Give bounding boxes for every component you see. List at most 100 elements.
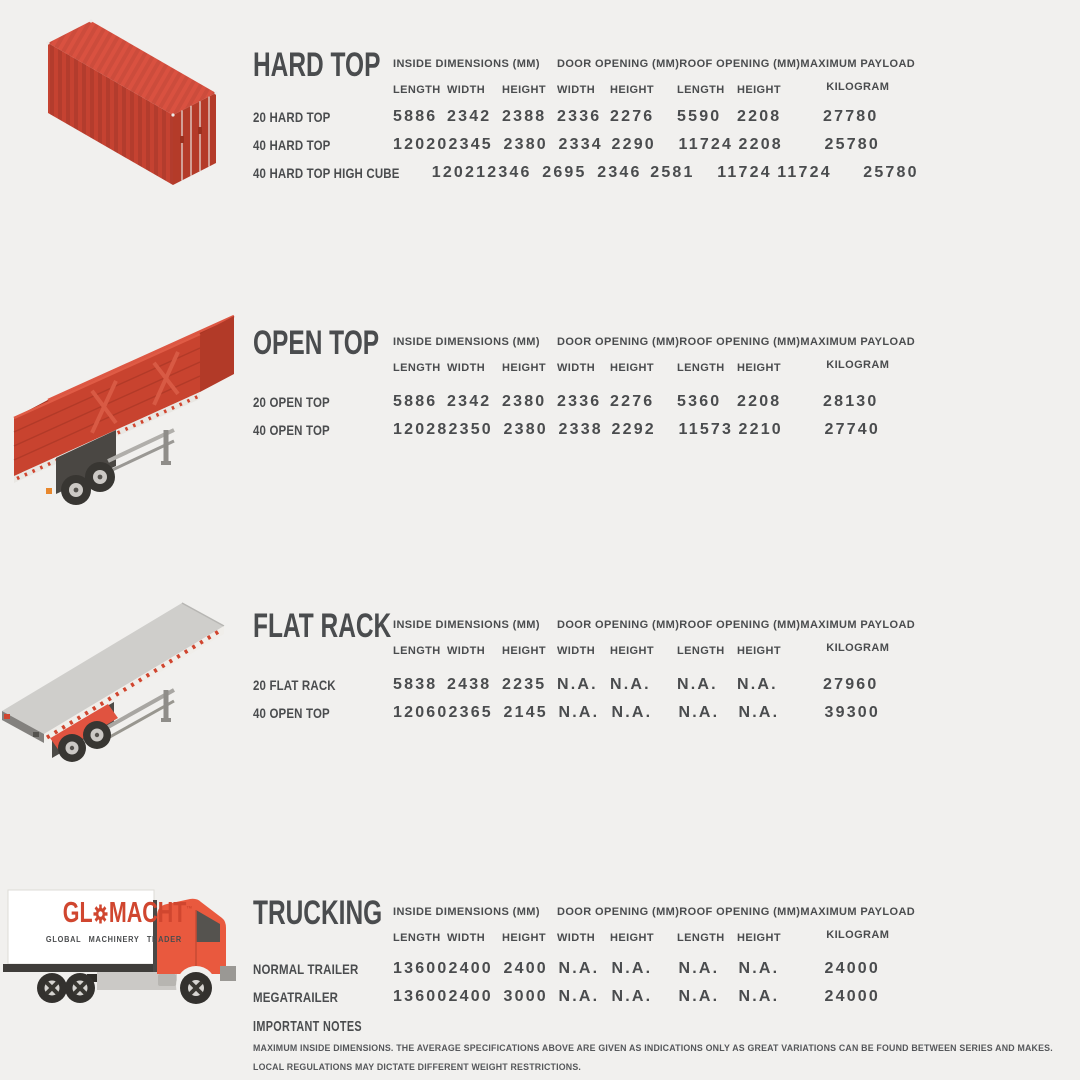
- value-cell: N.A.: [738, 988, 780, 1005]
- container-door-face: [173, 93, 216, 185]
- col-group-roof-opening: ROOF OPENING (MM): [679, 619, 801, 631]
- value-cell: N.A.: [677, 676, 718, 693]
- wheel: [65, 973, 95, 1003]
- col-inside-length: LENGTH: [393, 84, 441, 96]
- value-cell: 11573: [678, 421, 734, 438]
- col-roof-length: LENGTH: [677, 84, 725, 96]
- deck-side-edge: [44, 626, 224, 742]
- value-cell: 2581: [650, 164, 695, 181]
- row-label: MEGATRAILER: [253, 989, 339, 1005]
- value-cell: 2400: [503, 960, 548, 977]
- value-cell: 3000: [503, 988, 548, 1005]
- col-group-max-payload: MAXIMUM PAYLOAD KILOGRAM: [800, 618, 915, 655]
- logo-trademark: ™: [186, 904, 193, 914]
- notes-line2: LOCAL REGULATIONS MAY DICTATE DIFFERENT …: [253, 1062, 582, 1072]
- container-svg: [46, 19, 218, 185]
- wheel: [180, 972, 212, 1004]
- table-sub-header: LENGTH WIDTH HEIGHT WIDTH HEIGHT LENGTH …: [253, 83, 823, 97]
- col-group-inside-dimensions: INSIDE DIMENSIONS (MM): [393, 906, 540, 918]
- col-group-roof-opening: ROOF OPENING (MM): [679, 58, 801, 70]
- col-door-width: WIDTH: [557, 84, 596, 96]
- col-group-door-opening: DOOR OPENING (MM): [557, 58, 680, 70]
- value-cell: N.A.: [738, 704, 780, 721]
- value-cell: N.A.: [611, 988, 653, 1005]
- logo-suffix: MACHT: [108, 897, 187, 929]
- col-door-width: WIDTH: [557, 932, 596, 944]
- open-top-trailer-illustration: [4, 306, 242, 514]
- box-truck-illustration: [0, 886, 240, 1010]
- value-cell: 5360: [677, 393, 722, 410]
- value-cell: 27960: [823, 676, 879, 693]
- important-notes: IMPORTANT NOTES MAXIMUM INSIDE DIMENSION…: [253, 1018, 1063, 1074]
- col-group-door-opening: DOOR OPENING (MM): [557, 336, 680, 348]
- wheel: [37, 973, 67, 1003]
- cab-window: [196, 910, 220, 942]
- col-roof-length: LENGTH: [677, 932, 725, 944]
- table-row: NORMAL TRAILER 13600 2400 2400 N.A. N.A. N.A. N…: [253, 955, 935, 983]
- value-cell: 13600: [393, 988, 449, 1005]
- col-roof-height: HEIGHT: [737, 362, 781, 374]
- truck-svg: [3, 889, 236, 1006]
- value-cell: 2365: [448, 704, 493, 721]
- max-payload-line2: KILOGRAM: [826, 642, 890, 654]
- wheel: [85, 462, 115, 492]
- section-title: FLAT RACK: [253, 607, 392, 645]
- max-payload-line1: MAXIMUM PAYLOAD: [800, 58, 916, 70]
- value-cell: 2235: [502, 676, 547, 693]
- section-title: OPEN TOP: [253, 324, 380, 362]
- value-cell: 2145: [503, 704, 548, 721]
- col-inside-height: HEIGHT: [502, 932, 546, 944]
- value-cell: 2695: [542, 164, 587, 181]
- table-row: 40 HARD TOP HIGH CUBE 12021 2346 2695 2346 25…: [253, 159, 973, 187]
- table-rows: NORMAL TRAILER 13600 2400 2400 N.A. N.A. N.A. N…: [253, 955, 935, 1011]
- cab-gap-shadow: [153, 900, 157, 972]
- open-top-svg: [13, 314, 235, 505]
- max-payload-line2: KILOGRAM: [826, 929, 890, 941]
- value-cell: 11724: [678, 136, 734, 153]
- table-row: 40 OPEN TOP 12060 2365 2145 N.A. N.A. N.A. N.A.…: [253, 699, 935, 727]
- header-spacer: [253, 83, 393, 97]
- col-inside-height: HEIGHT: [502, 645, 546, 657]
- logo-wordmark: GL MACHT™: [63, 899, 192, 930]
- col-group-door-opening: DOOR OPENING (MM): [557, 619, 680, 631]
- value-cell: 2350: [448, 421, 493, 438]
- container-corner-castings: [46, 19, 218, 117]
- spec-section: TRUCKING INSIDE DIMENSIONS (MM) DOOR OPE…: [253, 896, 973, 1080]
- col-group-max-payload: MAXIMUM PAYLOAD KILOGRAM: [800, 905, 915, 942]
- col-roof-height: HEIGHT: [737, 84, 781, 96]
- value-cell: 2276: [610, 108, 655, 125]
- value-cell: 2438: [447, 676, 492, 693]
- spec-section: FLAT RACK INSIDE DIMENSIONS (MM) DOOR OP…: [253, 609, 973, 846]
- table-rows: 20 OPEN TOP 5886 2342 2380 2336 2276 5360 2208 2…: [253, 388, 935, 444]
- value-cell: N.A.: [610, 676, 651, 693]
- col-group-inside-dimensions: INSIDE DIMENSIONS (MM): [393, 336, 540, 348]
- value-cell: 2208: [737, 108, 782, 125]
- value-cell: 2388: [502, 108, 547, 125]
- table-group-header: INSIDE DIMENSIONS (MM) DOOR OPENING (MM)…: [253, 618, 915, 655]
- flat-rack-trailer-illustration: [2, 588, 247, 780]
- value-cell: 28130: [823, 393, 879, 410]
- value-cell: 12060: [393, 704, 449, 721]
- col-group-inside-dimensions: INSIDE DIMENSIONS (MM): [393, 58, 540, 70]
- value-cell: 2336: [557, 393, 602, 410]
- col-inside-length: LENGTH: [393, 932, 441, 944]
- value-cell: 2346: [597, 164, 642, 181]
- truck-box-logo: GL MACHT™ GLOBAL MACHINERY TRADER: [40, 899, 192, 946]
- deck-rear-edge: [2, 711, 44, 743]
- value-cell: 2380: [503, 136, 548, 153]
- value-cell: N.A.: [738, 960, 780, 977]
- value-cell: 2400: [448, 988, 493, 1005]
- trailer-near-wall: [13, 332, 201, 476]
- landing-gear: [107, 688, 175, 740]
- value-cell: N.A.: [558, 704, 600, 721]
- table-row: 20 OPEN TOP 5886 2342 2380 2336 2276 5360 2208 2…: [253, 388, 935, 416]
- col-inside-width: WIDTH: [447, 645, 486, 657]
- col-roof-height: HEIGHT: [737, 932, 781, 944]
- chassis-bed: [3, 964, 189, 972]
- value-cell: 2292: [611, 421, 656, 438]
- section-title: TRUCKING: [253, 894, 383, 932]
- col-door-height: HEIGHT: [610, 362, 654, 374]
- spec-section: OPEN TOP INSIDE DIMENSIONS (MM) DOOR OPE…: [253, 326, 973, 563]
- value-cell: 5838: [393, 676, 438, 693]
